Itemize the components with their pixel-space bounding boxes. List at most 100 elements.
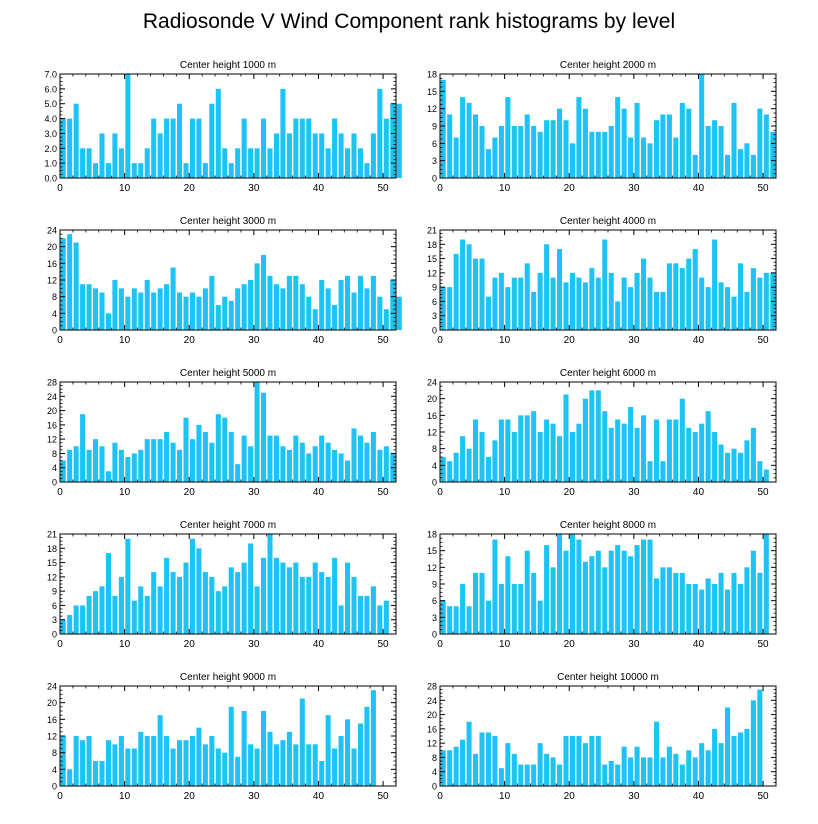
bar bbox=[718, 126, 724, 178]
bar bbox=[280, 88, 286, 178]
bar bbox=[718, 572, 724, 634]
bar bbox=[144, 148, 150, 178]
x-tick-label: 0 bbox=[57, 335, 63, 346]
y-tick-label: 12 bbox=[47, 732, 57, 742]
bar bbox=[383, 118, 389, 178]
bar bbox=[144, 736, 150, 786]
bar bbox=[569, 736, 575, 786]
x-tick-label: 30 bbox=[248, 639, 260, 650]
bar bbox=[286, 567, 292, 634]
bar bbox=[750, 550, 756, 634]
bar bbox=[447, 461, 453, 482]
bar bbox=[118, 576, 124, 634]
bar bbox=[357, 723, 363, 786]
bar bbox=[151, 292, 157, 330]
bar bbox=[222, 296, 228, 330]
bar bbox=[118, 736, 124, 786]
bar bbox=[628, 757, 634, 786]
y-tick-label: 7.0 bbox=[44, 70, 57, 80]
y-tick-label: 20 bbox=[47, 698, 57, 708]
bar bbox=[557, 764, 563, 786]
bar bbox=[86, 284, 92, 330]
bar bbox=[705, 411, 711, 482]
x-tick-label: 10 bbox=[119, 639, 131, 650]
bar bbox=[557, 534, 563, 634]
bar bbox=[505, 419, 511, 482]
bar bbox=[666, 746, 672, 786]
bar bbox=[370, 133, 376, 178]
bar bbox=[73, 605, 79, 634]
bar bbox=[319, 572, 325, 634]
bar bbox=[498, 584, 504, 634]
bar bbox=[460, 739, 466, 786]
bar bbox=[647, 757, 653, 786]
bar bbox=[351, 133, 357, 178]
bar bbox=[485, 732, 491, 786]
bar bbox=[511, 753, 517, 786]
x-tick-label: 10 bbox=[499, 183, 511, 194]
bar bbox=[608, 761, 614, 786]
y-tick-label: 18 bbox=[47, 544, 57, 554]
bar bbox=[757, 572, 763, 634]
x-tick-label: 20 bbox=[184, 639, 196, 650]
bar bbox=[718, 444, 724, 482]
bar bbox=[273, 284, 279, 330]
bar bbox=[86, 449, 92, 482]
bar bbox=[679, 268, 685, 330]
x-tick-label: 40 bbox=[313, 639, 325, 650]
bar bbox=[653, 419, 659, 482]
y-tick-label: 4 bbox=[52, 765, 57, 775]
bar bbox=[492, 440, 498, 482]
bar bbox=[215, 88, 221, 178]
bar bbox=[170, 267, 176, 330]
bar bbox=[602, 567, 608, 634]
x-tick-label: 10 bbox=[119, 183, 131, 194]
bar bbox=[325, 148, 331, 178]
bar bbox=[595, 550, 601, 634]
bar bbox=[621, 550, 627, 634]
bar bbox=[518, 764, 524, 786]
y-tick-label: 6 bbox=[432, 139, 437, 149]
panel-title: Center height 2000 m bbox=[560, 60, 656, 71]
bar bbox=[628, 556, 634, 634]
bar bbox=[615, 545, 621, 634]
panel-9: Center height 9000 m 0 10 20 30 40 50 0 4 8 12 16 20… bbox=[47, 672, 397, 802]
bar bbox=[144, 280, 150, 330]
bar bbox=[86, 595, 92, 634]
y-tick-label: 21 bbox=[427, 226, 437, 236]
bar bbox=[524, 764, 530, 786]
bar bbox=[615, 301, 621, 330]
bar bbox=[653, 721, 659, 786]
bar bbox=[705, 287, 711, 330]
bar bbox=[228, 706, 234, 786]
panel-4: Center height 4000 m 0 10 20 30 40 50 0 3 6 9 12 15 1… bbox=[427, 216, 777, 346]
x-tick-label: 0 bbox=[437, 335, 443, 346]
bar bbox=[473, 419, 479, 482]
x-tick-label: 50 bbox=[378, 791, 390, 802]
bar bbox=[582, 398, 588, 482]
y-tick-label: 8 bbox=[432, 444, 437, 454]
bar bbox=[332, 305, 338, 330]
bar bbox=[699, 423, 705, 482]
bar bbox=[351, 292, 357, 330]
x-tick-label: 0 bbox=[437, 791, 443, 802]
bar bbox=[479, 126, 485, 178]
bar bbox=[189, 736, 195, 786]
y-tick-label: 0 bbox=[52, 326, 57, 336]
bar bbox=[492, 137, 498, 178]
bar bbox=[345, 275, 351, 330]
bar bbox=[582, 108, 588, 178]
y-tick-label: 1.0 bbox=[44, 159, 57, 169]
bar bbox=[621, 746, 627, 786]
x-tick-label: 20 bbox=[564, 183, 576, 194]
bar bbox=[686, 427, 692, 482]
bar bbox=[177, 576, 183, 634]
bar bbox=[589, 390, 595, 482]
bar bbox=[466, 102, 472, 178]
bar bbox=[453, 452, 459, 482]
bar bbox=[544, 244, 550, 330]
bar bbox=[222, 586, 228, 634]
bar bbox=[351, 428, 357, 482]
bar bbox=[235, 464, 241, 482]
bar bbox=[666, 114, 672, 178]
